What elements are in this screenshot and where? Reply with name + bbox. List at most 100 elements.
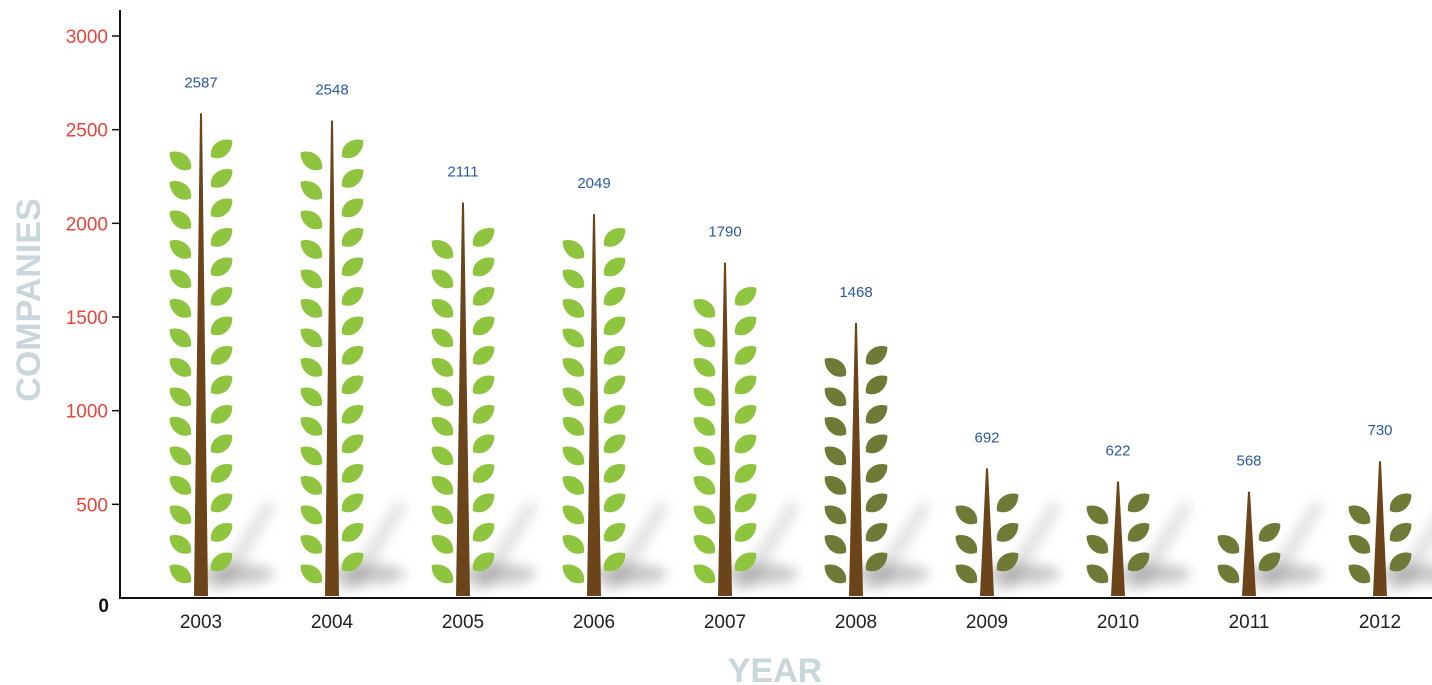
leaf <box>824 505 847 525</box>
leaf <box>1217 535 1240 554</box>
leaf <box>300 446 323 466</box>
leaf <box>1086 535 1109 554</box>
leaf <box>210 552 233 572</box>
leaf <box>734 552 757 572</box>
leaf <box>300 328 323 348</box>
leaf <box>210 523 233 542</box>
leaf <box>865 523 888 542</box>
leaf <box>693 358 716 377</box>
leaf <box>734 375 757 395</box>
leaf <box>300 299 323 318</box>
leaf <box>603 316 626 336</box>
leaf <box>300 387 323 407</box>
leaf <box>734 346 757 365</box>
leaf <box>472 228 495 247</box>
leaf <box>431 417 454 436</box>
leaf <box>210 346 233 365</box>
leaf <box>472 552 495 572</box>
x-axis: 2003 2004 2005 2006 2007 2008 2009 2010 2011 2012 <box>120 597 1432 633</box>
leaf <box>1389 552 1412 572</box>
value-label: 2587 <box>184 74 217 91</box>
leaf <box>341 523 364 542</box>
leaf <box>955 535 978 554</box>
leaf <box>603 464 626 483</box>
leaf <box>169 328 192 348</box>
leaf <box>472 375 495 395</box>
leaf <box>169 269 192 289</box>
leaf <box>169 387 192 407</box>
leaf <box>472 464 495 483</box>
value-label: 1790 <box>708 224 741 241</box>
leaf <box>734 434 757 454</box>
leaf <box>300 535 323 554</box>
leaf <box>300 564 323 584</box>
leaf <box>341 493 364 513</box>
leaf <box>603 257 626 277</box>
x-tick-label: 2008 <box>835 612 877 633</box>
leaf <box>603 523 626 542</box>
leaf <box>431 328 454 348</box>
leaf <box>1348 564 1371 584</box>
value-label: 730 <box>1367 422 1392 439</box>
leaf <box>693 417 716 436</box>
leaf <box>693 387 716 407</box>
leaf <box>865 493 888 513</box>
leaf <box>341 346 364 365</box>
leaf <box>341 464 364 483</box>
bar-2005 <box>431 202 495 596</box>
leaf <box>210 375 233 395</box>
plant-stem <box>980 468 994 596</box>
value-label: 568 <box>1236 453 1261 470</box>
plant-stem <box>1111 481 1125 596</box>
leaf <box>210 287 233 306</box>
x-tick-label: 2003 <box>180 612 222 633</box>
leaf <box>341 316 364 336</box>
leaf <box>562 535 585 554</box>
x-axis-title: YEAR <box>728 652 822 685</box>
leaf <box>996 523 1019 542</box>
bar-2012 <box>1348 461 1412 596</box>
leaf <box>562 299 585 318</box>
leaf <box>996 493 1019 513</box>
leaf <box>734 287 757 306</box>
leaf <box>169 417 192 436</box>
leaf <box>472 257 495 277</box>
leaf <box>1086 564 1109 584</box>
leaf <box>169 505 192 525</box>
leaf <box>693 328 716 348</box>
y-tick-label: 500 <box>76 495 108 516</box>
plant-stem <box>1373 461 1387 596</box>
leaf <box>210 434 233 454</box>
leaf <box>865 552 888 572</box>
value-labels: 2587 2548 2111 2049 1790 1468 692 622 568 730 <box>184 74 1392 469</box>
leaf <box>210 464 233 483</box>
leaf <box>1389 523 1412 542</box>
leaf <box>562 269 585 289</box>
plant-stem <box>194 113 208 597</box>
bar-2011 <box>1217 491 1281 596</box>
leaf <box>169 210 192 230</box>
x-tick-label: 2005 <box>442 612 484 633</box>
leaf <box>603 434 626 454</box>
leaf <box>1086 505 1109 525</box>
leaf <box>210 405 233 424</box>
leaf <box>341 287 364 306</box>
leaf <box>562 505 585 525</box>
leaf <box>472 405 495 424</box>
bar-2006 <box>562 214 626 597</box>
leaf <box>341 198 364 218</box>
value-label: 692 <box>974 429 999 446</box>
x-tick-label: 2009 <box>966 612 1008 633</box>
x-tick-label: 2004 <box>311 612 354 633</box>
leaf <box>603 228 626 247</box>
leaf <box>210 228 233 247</box>
leaf <box>300 151 323 171</box>
leaf <box>865 346 888 365</box>
x-tick-label: 2007 <box>704 612 746 633</box>
plant-stem <box>849 322 863 596</box>
bar-2010 <box>1086 481 1150 596</box>
leaf <box>169 535 192 554</box>
leaf <box>431 387 454 407</box>
bar-2003 <box>169 113 233 597</box>
